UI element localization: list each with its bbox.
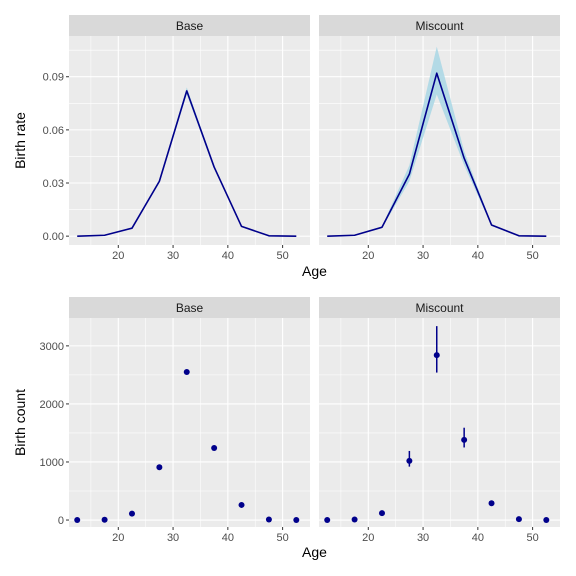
x-axis-title: Age xyxy=(302,263,327,279)
data-point xyxy=(156,464,163,471)
y-tick-label: 3000 xyxy=(40,341,64,353)
panel-miscount: Miscount 20 30 40 50 xyxy=(319,297,560,544)
strip-label: Base xyxy=(176,301,204,315)
strip-background xyxy=(319,297,560,318)
strip-label: Miscount xyxy=(415,301,464,315)
panel-base: Base 20 30 40 50 0 1000 2000 3000 xyxy=(40,297,310,544)
x-tick-label: 40 xyxy=(472,532,484,544)
data-point xyxy=(406,457,413,464)
y-tick-label: 0.09 xyxy=(43,72,64,84)
strip-label: Base xyxy=(176,19,204,33)
x-tick-label: 30 xyxy=(417,250,429,262)
strip-background xyxy=(69,15,310,36)
x-tick-label: 30 xyxy=(167,532,179,544)
data-point xyxy=(128,510,135,517)
data-point xyxy=(543,517,550,524)
x-tick-label: 50 xyxy=(526,250,538,262)
data-point xyxy=(238,501,245,508)
strip-label: Miscount xyxy=(415,19,464,33)
data-point xyxy=(265,516,272,523)
x-axis-title: Age xyxy=(302,544,327,560)
x-tick-label: 40 xyxy=(222,532,234,544)
data-point xyxy=(101,516,108,523)
y-tick-label: 1000 xyxy=(40,457,64,469)
x-tick-label: 40 xyxy=(222,250,234,262)
panel-background xyxy=(69,318,310,527)
panel-base: Base 20 30 40 50 0.00 0.03 0.06 0.09 xyxy=(43,15,310,262)
panel-content xyxy=(327,46,547,237)
data-point xyxy=(515,516,522,523)
data-point xyxy=(74,517,81,524)
x-tick-label: 20 xyxy=(112,532,124,544)
y-tick-label: 0 xyxy=(58,515,64,527)
chart-birth-count: Base 20 30 40 50 0 1000 2000 3000 Miscount 20 30 40 5… xyxy=(12,297,560,560)
data-point xyxy=(351,516,358,523)
panel-content xyxy=(74,368,300,524)
strip-background xyxy=(319,15,560,36)
series-line xyxy=(77,90,297,237)
data-point xyxy=(183,368,190,375)
x-tick-label: 30 xyxy=(417,532,429,544)
x-tick-label: 50 xyxy=(526,532,538,544)
panel-background xyxy=(69,36,310,245)
x-tick-label: 30 xyxy=(167,250,179,262)
data-point xyxy=(488,500,495,507)
data-point xyxy=(293,517,300,524)
series-line xyxy=(327,72,547,237)
y-tick-label: 0.06 xyxy=(43,125,64,137)
x-tick-label: 50 xyxy=(276,532,288,544)
data-point xyxy=(461,436,468,443)
panel-miscount: Miscount 20 30 40 50 xyxy=(319,15,560,262)
strip-background xyxy=(69,297,310,318)
y-tick-label: 2000 xyxy=(40,399,64,411)
x-tick-label: 20 xyxy=(362,532,374,544)
x-tick-label: 20 xyxy=(112,250,124,262)
confidence-ribbon xyxy=(327,46,547,237)
y-axis-title: Birth rate xyxy=(12,112,28,169)
chart-birth-rate: Base 20 30 40 50 0.00 0.03 0.06 0.09 Miscount 20 30… xyxy=(12,15,560,279)
panel-background xyxy=(319,318,560,527)
data-point xyxy=(433,352,440,359)
x-tick-label: 20 xyxy=(362,250,374,262)
panel-content xyxy=(324,326,550,524)
x-tick-label: 50 xyxy=(276,250,288,262)
x-tick-label: 40 xyxy=(472,250,484,262)
y-axis-title: Birth count xyxy=(12,389,28,456)
panel-content xyxy=(77,87,297,237)
y-tick-label: 0.00 xyxy=(43,231,64,243)
y-tick-label: 0.03 xyxy=(43,178,64,190)
data-point xyxy=(211,445,218,452)
data-point xyxy=(324,517,331,524)
data-point xyxy=(378,510,385,517)
